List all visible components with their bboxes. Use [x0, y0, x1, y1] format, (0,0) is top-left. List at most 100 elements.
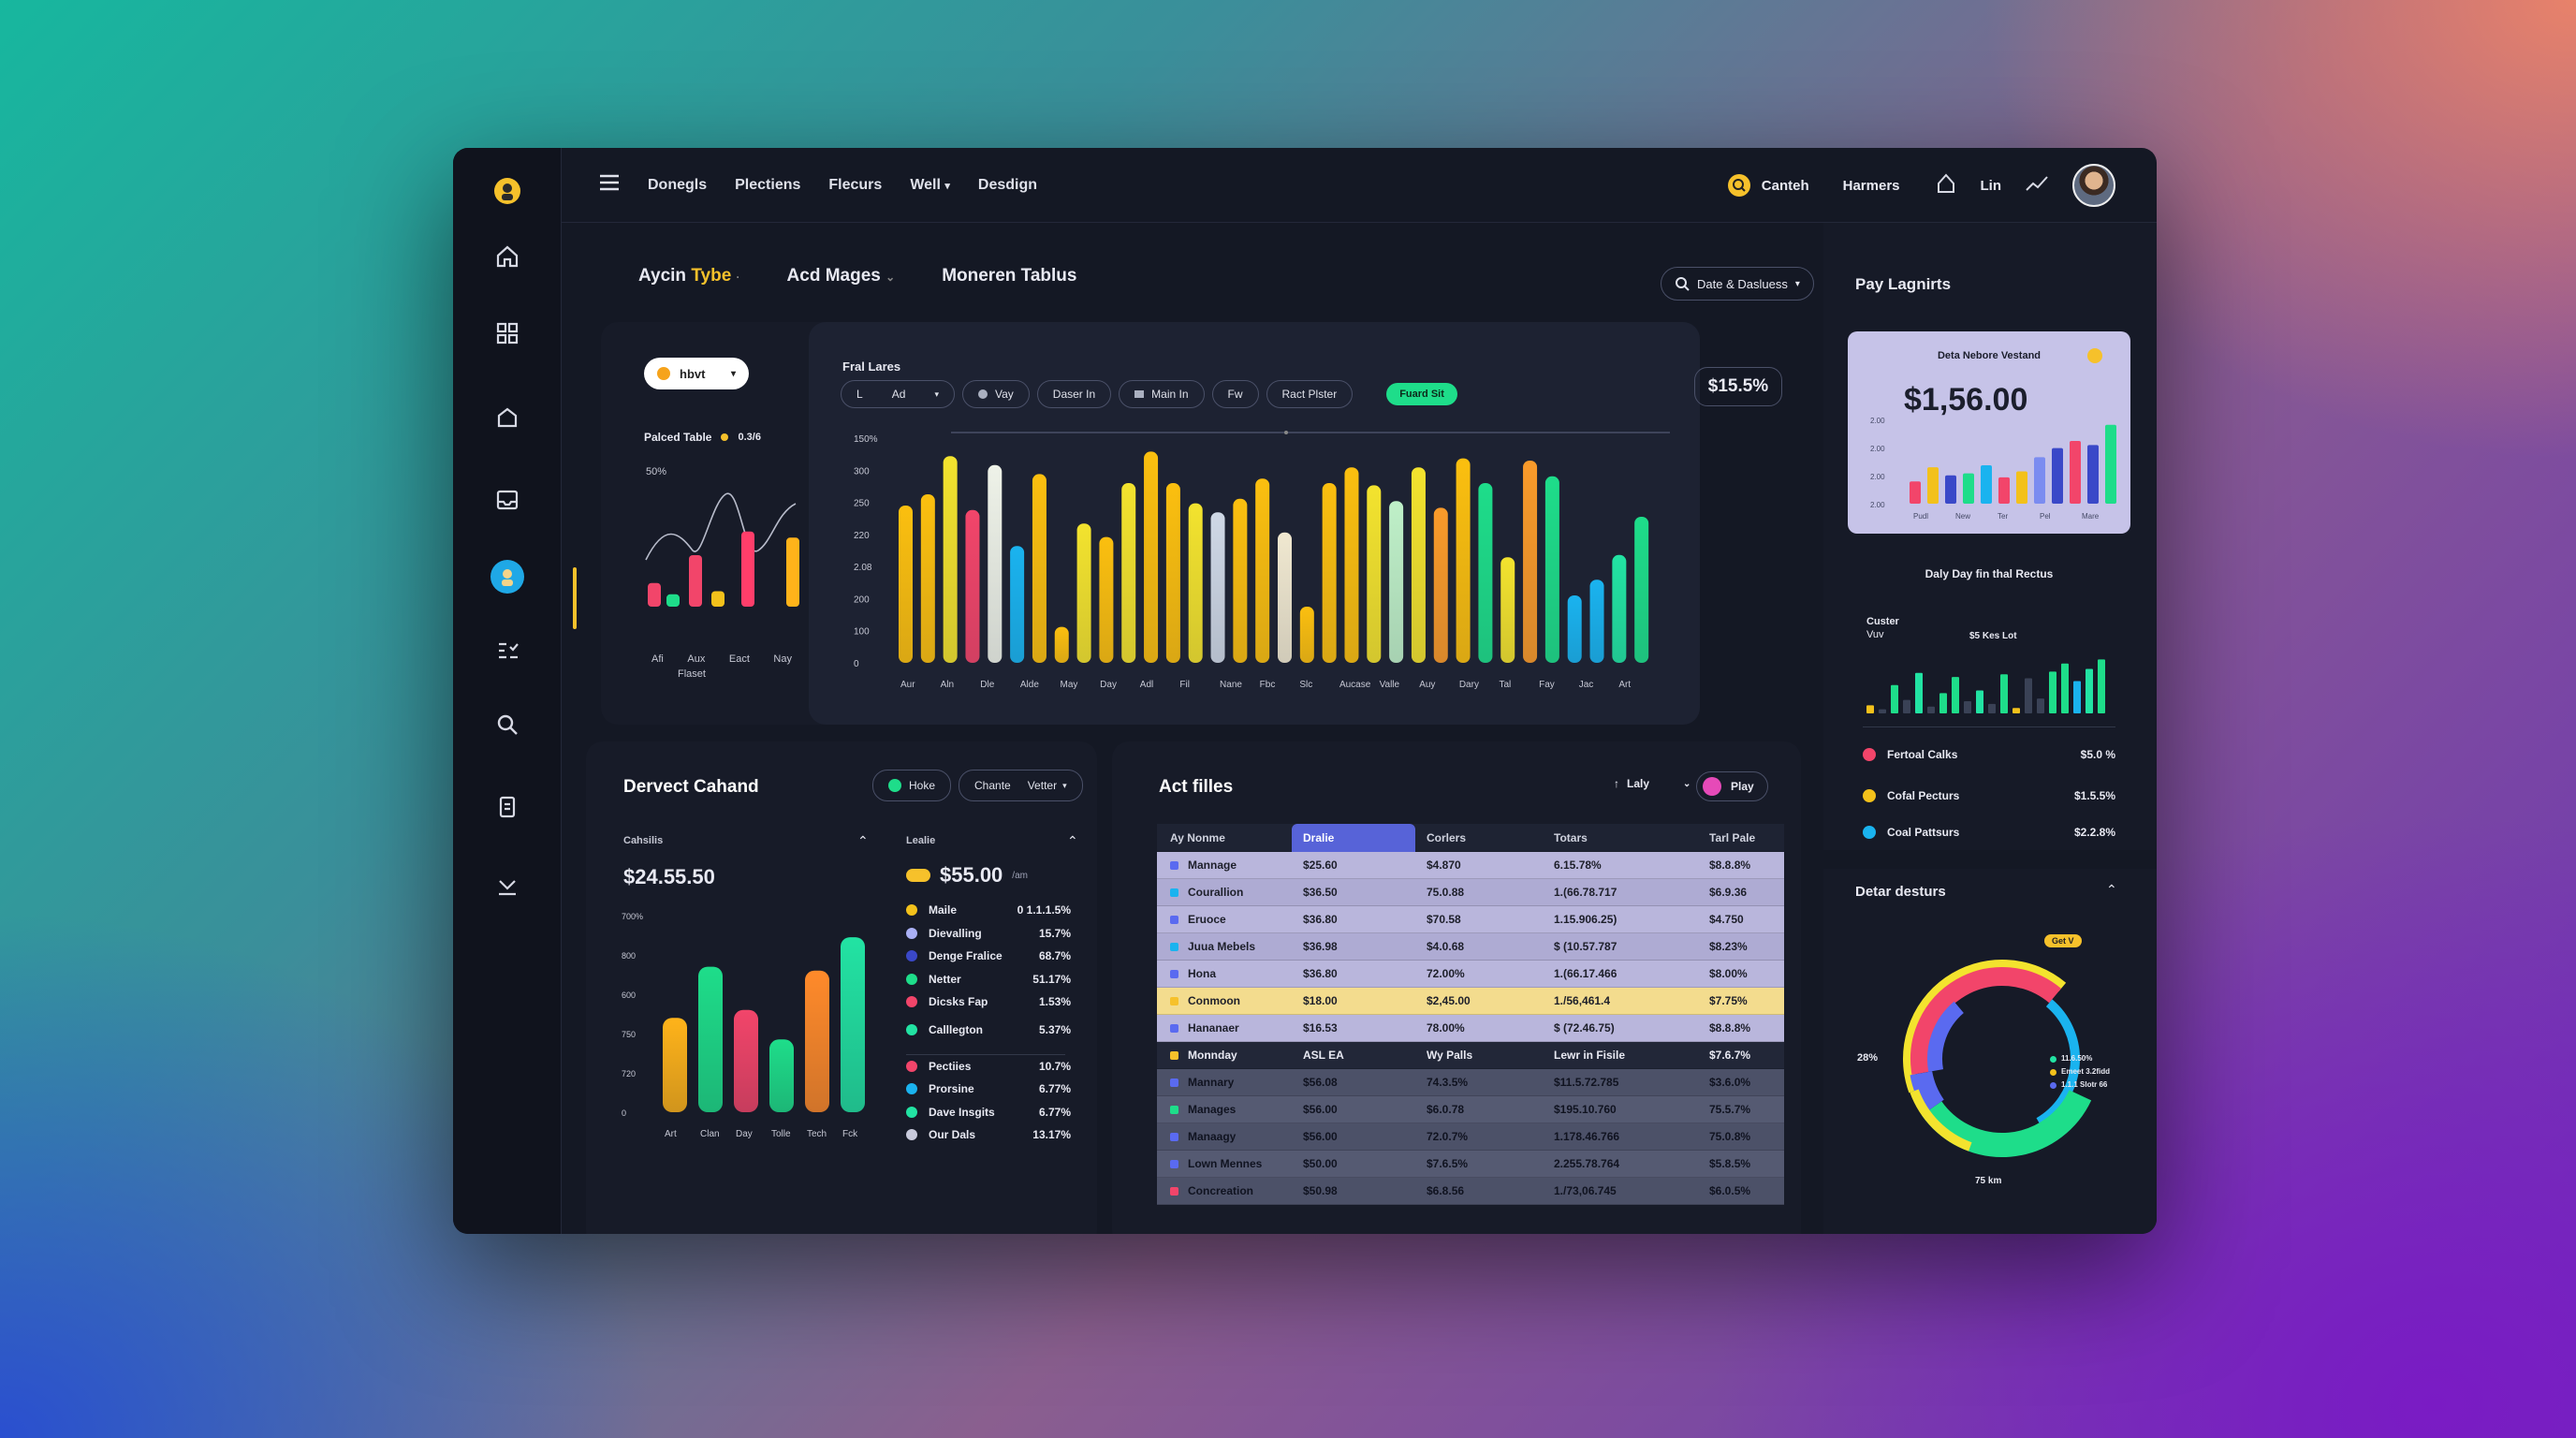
hoke-pill[interactable]: Hoke	[872, 770, 952, 801]
bar[interactable]	[920, 494, 935, 663]
bar[interactable]	[988, 464, 1003, 663]
bar[interactable]	[1389, 501, 1404, 663]
bar[interactable]	[786, 537, 799, 607]
table-row[interactable]: Mannage $25.60 $4.870 6.15.78% $8.8.8%	[1157, 852, 1784, 879]
bar[interactable]	[1478, 483, 1493, 663]
bar[interactable]	[1915, 672, 1923, 713]
bar[interactable]	[698, 966, 723, 1112]
inbox-icon[interactable]	[485, 477, 530, 522]
column-header[interactable]: Ay Nonme	[1170, 830, 1225, 844]
bar[interactable]	[2105, 424, 2116, 504]
bar[interactable]	[1903, 699, 1910, 713]
filter-pill-main[interactable]: Main In	[1119, 380, 1205, 408]
bar[interactable]	[1879, 709, 1886, 713]
bar[interactable]	[1945, 475, 1956, 504]
donut-segment[interactable]	[1910, 967, 2061, 1076]
bell-icon[interactable]	[1936, 173, 1956, 198]
bar[interactable]	[1612, 554, 1627, 663]
bar[interactable]	[1344, 467, 1359, 663]
logo-icon[interactable]	[485, 169, 530, 213]
bar[interactable]	[2052, 448, 2063, 504]
bar[interactable]	[689, 555, 702, 607]
bar[interactable]	[1233, 498, 1248, 663]
menu-icon[interactable]	[599, 174, 620, 196]
column-header[interactable]: Corlers	[1427, 830, 1467, 844]
lin-label[interactable]: Lin	[1980, 177, 2002, 194]
table-row[interactable]: Conmoon $18.00 $2,45.00 1./56,461.4 $7.75%	[1157, 988, 1784, 1015]
range-slider-handle[interactable]	[1284, 431, 1288, 434]
bar[interactable]	[1076, 523, 1091, 663]
bar[interactable]	[1589, 580, 1604, 663]
bar[interactable]	[1278, 532, 1292, 663]
table-row[interactable]: Hona $36.80 72.00% 1.(66.17.466 $8.00%	[1157, 961, 1784, 988]
donut-segment[interactable]	[1910, 1070, 1945, 1113]
bar[interactable]	[1963, 473, 1974, 504]
bar[interactable]	[2037, 698, 2044, 713]
bar[interactable]	[1165, 483, 1180, 663]
tab-acd-mages[interactable]: Acd Mages ⌄	[787, 266, 896, 286]
download-icon[interactable]	[485, 863, 530, 908]
filter-pill-daser[interactable]: Daser In	[1036, 380, 1112, 408]
column-header[interactable]: Totars	[1554, 830, 1588, 844]
bar[interactable]	[1144, 451, 1159, 663]
bar[interactable]	[666, 594, 680, 607]
bar[interactable]	[1927, 467, 1939, 504]
table-row[interactable]: Monnday ASL EA Wy Palls Lewr in Fisile $7.6.…	[1157, 1042, 1784, 1069]
bar[interactable]	[663, 1018, 687, 1112]
chante-pill[interactable]: Chante Vetter ▾	[959, 770, 1083, 801]
bar[interactable]	[741, 531, 754, 607]
table-row[interactable]: Juua Mebels $36.98 $4.0.68 $ (10.57.787 $8.2…	[1157, 933, 1784, 961]
bar[interactable]	[2098, 659, 2105, 713]
bar[interactable]	[1032, 474, 1046, 663]
bar[interactable]	[965, 509, 980, 663]
bar[interactable]	[1634, 517, 1649, 663]
bar[interactable]	[2073, 681, 2081, 713]
bar[interactable]	[2086, 668, 2093, 713]
column-header[interactable]: Dralie	[1292, 823, 1415, 852]
collapse-up-icon[interactable]: ⌃	[857, 833, 869, 848]
bar[interactable]	[805, 970, 829, 1112]
bar[interactable]	[648, 582, 661, 607]
filter-pill-fw[interactable]: Fw	[1211, 380, 1259, 408]
bar[interactable]	[1998, 477, 2010, 504]
collapse-up-icon[interactable]: ⌃	[1067, 833, 1078, 848]
bar[interactable]	[734, 1009, 758, 1112]
bar[interactable]	[2000, 674, 2008, 713]
column-header[interactable]: Tarl Pale	[1709, 830, 1756, 844]
donut-segment[interactable]	[1910, 1089, 1972, 1152]
bar[interactable]	[769, 1039, 794, 1112]
bar[interactable]	[1010, 546, 1025, 663]
bar[interactable]	[2025, 678, 2032, 713]
bar[interactable]	[1567, 595, 1582, 663]
bar[interactable]	[1411, 467, 1426, 663]
bar[interactable]	[2012, 708, 2020, 713]
bar[interactable]	[2087, 445, 2099, 504]
tasks-icon[interactable]	[485, 629, 530, 674]
bar[interactable]	[1099, 536, 1114, 663]
bar[interactable]	[1121, 483, 1136, 663]
bar[interactable]	[1891, 684, 1898, 713]
data-card[interactable]: Deta Nebore Vestand $1,56.00 2.00 2.00 2.0…	[1848, 331, 2130, 534]
play-button[interactable]: Play	[1696, 771, 1768, 801]
table-row[interactable]: Mannary $56.08 74.3.5% $11.5.72.785 $3.6.0%	[1157, 1069, 1784, 1096]
bar[interactable]	[1054, 626, 1069, 663]
bar[interactable]	[1964, 701, 1971, 713]
bar[interactable]	[1523, 461, 1538, 663]
bar[interactable]	[1433, 507, 1448, 663]
bar[interactable]	[2070, 441, 2081, 504]
filter-pill-vay[interactable]: Vay	[962, 380, 1030, 408]
bar[interactable]	[1976, 690, 1983, 713]
bar[interactable]	[2061, 663, 2069, 713]
bar[interactable]	[1866, 705, 1874, 713]
nav-item-5[interactable]: Desdign	[977, 176, 1038, 193]
nav-item-2[interactable]: Plectiens	[735, 176, 801, 193]
nav-item-3[interactable]: Flecurs	[828, 176, 883, 193]
bar[interactable]	[1255, 478, 1270, 663]
bar[interactable]	[1981, 464, 1992, 504]
category-dropdown[interactable]: hbvt ▾	[644, 358, 749, 389]
bar[interactable]	[1322, 483, 1337, 663]
bar[interactable]	[1910, 481, 1921, 504]
bar[interactable]	[1544, 476, 1559, 663]
table-row[interactable]: Lown Mennes $50.00 $7.6.5% 2.255.78.764 $5.8…	[1157, 1151, 1784, 1178]
bar[interactable]	[2034, 457, 2045, 504]
